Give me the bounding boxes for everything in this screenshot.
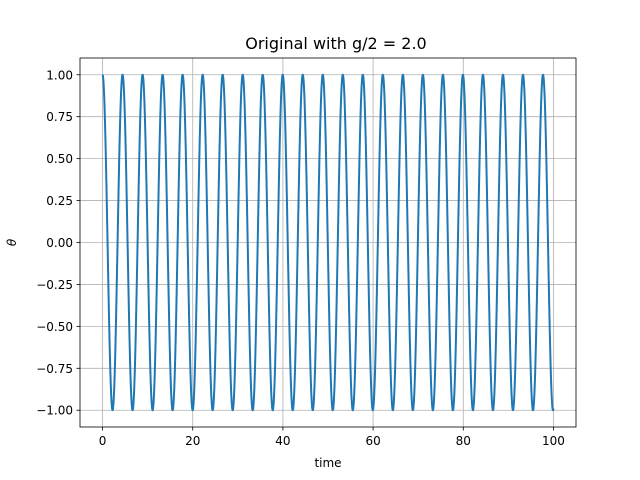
y-tick-label: −1.00: [36, 404, 73, 418]
grid: [80, 58, 576, 427]
series-line: [101, 73, 555, 412]
x-tick-label: 0: [99, 434, 107, 448]
x-tick-label: 80: [456, 434, 471, 448]
y-tick-label: 1.00: [46, 68, 73, 82]
x-tick-label: 60: [365, 434, 380, 448]
x-axis-label: time: [314, 456, 341, 470]
y-axis: −1.00 −0.75 −0.50 −0.25 0.00 0.25 0.50 0.75 1.00: [36, 68, 80, 418]
plot-area: [101, 73, 555, 412]
y-tick-label: 0.75: [46, 110, 73, 124]
x-tick-label: 20: [185, 434, 200, 448]
x-axis: 0 20 40 60 80 100: [99, 427, 565, 448]
y-tick-label: 0.25: [46, 194, 73, 208]
y-tick-label: −0.25: [36, 278, 73, 292]
y-tick-label: −0.75: [36, 362, 73, 376]
chart-title: Original with g/2 = 2.0: [245, 34, 426, 53]
y-tick-label: 0.00: [46, 236, 73, 250]
x-tick-label: 100: [542, 434, 565, 448]
y-tick-label: 0.50: [46, 152, 73, 166]
x-tick-label: 40: [275, 434, 290, 448]
y-tick-label: −0.50: [36, 320, 73, 334]
y-axis-label: θ: [5, 238, 19, 246]
